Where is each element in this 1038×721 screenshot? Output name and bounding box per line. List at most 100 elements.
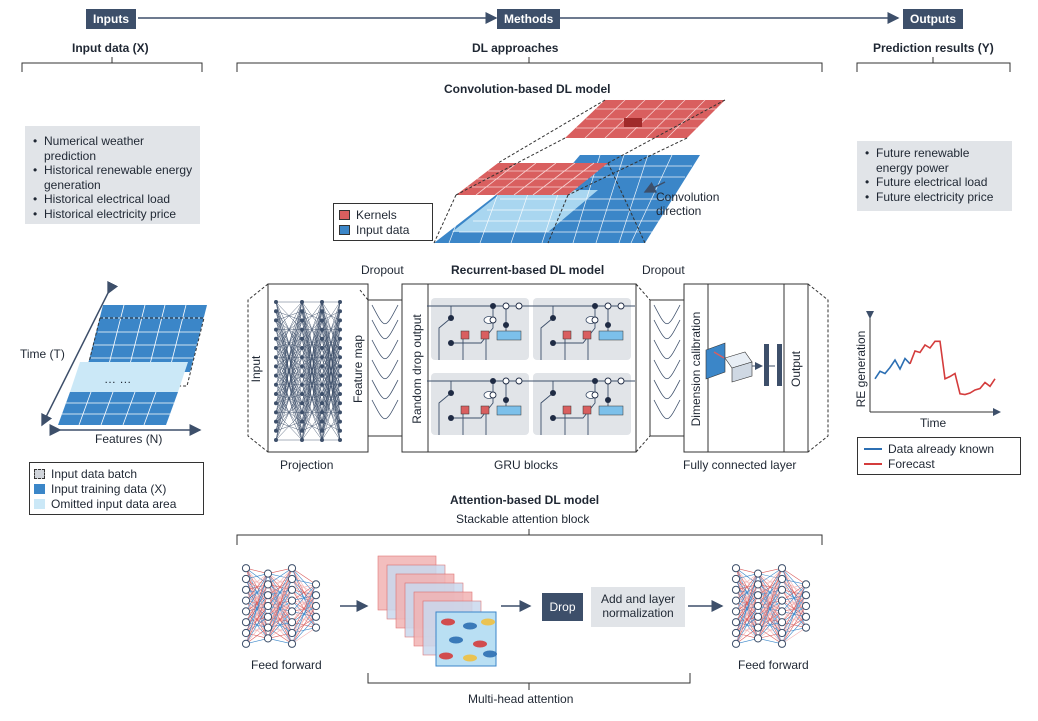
ff-node: [731, 639, 741, 648]
gru-gate: [460, 405, 470, 415]
drop-block: Drop: [542, 593, 583, 621]
ff-node: [753, 591, 763, 600]
output-bullet: Future renewable energy power: [864, 146, 1009, 175]
feed-forward-left-label: Feed forward: [251, 658, 322, 672]
input-vertical-label: Input: [249, 355, 263, 383]
projection-node: [320, 336, 324, 341]
feed-forward-right-network: [731, 564, 811, 648]
inputs-legend: Input data batch Input training data (X)…: [29, 462, 204, 515]
projection-node: [320, 382, 324, 387]
inputs-pill: Inputs: [86, 9, 136, 29]
projection-node: [274, 401, 278, 406]
projection-node: [320, 364, 324, 369]
projection-node: [338, 428, 342, 433]
projection-node: [338, 438, 342, 442]
ff-node: [777, 628, 787, 638]
projection-node: [300, 373, 304, 378]
ff-node: [777, 596, 787, 605]
ff-node: [777, 585, 787, 594]
ff-node: [753, 580, 763, 589]
inputs-bullets-box: Numerical weather prediction Historical …: [25, 126, 200, 224]
input-bullet: Numerical weather prediction: [32, 134, 197, 163]
projection-node: [300, 300, 304, 304]
projection-node: [300, 419, 304, 424]
gru-block: [427, 373, 533, 435]
fcl-label: Fully connected layer: [683, 458, 797, 472]
ff-node: [287, 564, 297, 573]
projection-node: [274, 336, 278, 341]
projection-node: [338, 346, 342, 350]
inputs-title: Input data (X): [72, 41, 149, 55]
projection-label: Projection: [280, 458, 334, 472]
random-drop-label: Random drop output: [410, 314, 424, 424]
legend-training: Input training data (X): [34, 481, 199, 496]
projection-node: [300, 346, 304, 350]
feed-forward-right-label: Feed forward: [738, 658, 809, 672]
outputs-pill: Outputs: [903, 9, 963, 29]
ff-node: [777, 574, 787, 584]
time-axis-label: Time (T): [20, 347, 65, 361]
projection-node: [274, 419, 278, 424]
ff-node: [263, 569, 273, 578]
projection-node: [274, 373, 278, 378]
projection-node: [300, 382, 304, 387]
projection-node: [320, 309, 324, 314]
projection-node: [320, 318, 324, 323]
outputs-bullet-list: Future renewable energy power Future ele…: [864, 146, 1009, 204]
ff-node: [801, 612, 811, 621]
ff-node: [801, 580, 811, 589]
output-bullet: Future electrical load: [864, 175, 1009, 190]
gru-gate: [562, 330, 572, 340]
projection-node: [320, 300, 324, 304]
input-bullet: Historical electricity price: [32, 207, 197, 222]
input-bullet: Historical electrical load: [32, 192, 197, 207]
projection-node: [320, 373, 324, 378]
output-legend: Data already known Forecast: [857, 437, 1021, 475]
dropout-lines: [371, 304, 681, 420]
ff-node: [777, 564, 787, 573]
recurrent-title: Recurrent-based DL model: [451, 263, 605, 277]
projection-node: [300, 318, 304, 323]
ff-node: [241, 618, 251, 627]
projection-node: [274, 428, 278, 433]
mha-label: Multi-head attention: [468, 692, 574, 706]
gru-blocks: [427, 298, 635, 435]
forecast-line-swatch: [864, 462, 882, 465]
dropout-right-label: Dropout: [642, 263, 685, 277]
legend-input-data: Input data: [339, 222, 427, 237]
ff-node: [753, 634, 763, 643]
projection-node: [274, 327, 278, 332]
output-bullet: Future electricity price: [864, 190, 1009, 205]
legend-omitted: Omitted input data area: [34, 496, 199, 511]
ff-node: [311, 612, 321, 621]
recurrent-illustration: [247, 283, 829, 453]
projection-node: [320, 419, 324, 424]
projection-node: [274, 318, 278, 323]
projection-node: [320, 438, 324, 442]
conv-title: Convolution-based DL model: [444, 82, 611, 96]
ff-node: [287, 628, 297, 638]
projection-node: [338, 336, 342, 341]
ff-node: [241, 564, 251, 573]
dropout-left-label: Dropout: [361, 263, 404, 277]
projection-node: [300, 428, 304, 433]
projection-node: [338, 309, 342, 314]
projection-node: [320, 355, 324, 360]
outputs-title: Prediction results (Y): [873, 41, 994, 55]
ff-node: [731, 585, 741, 594]
ff-node: [753, 623, 763, 632]
ff-node: [241, 628, 251, 638]
projection-node: [274, 309, 278, 314]
ff-node: [287, 574, 297, 584]
ff-node: [311, 623, 321, 632]
inputs-bullet-list: Numerical weather prediction Historical …: [32, 134, 197, 221]
gru-gate: [582, 330, 592, 340]
chart-xlabel: Time: [920, 416, 947, 430]
projection-node: [274, 410, 278, 415]
ff-node: [287, 585, 297, 594]
omitted-swatch: [34, 498, 45, 509]
feed-forward-left-network: [241, 564, 321, 648]
projection-node: [338, 382, 342, 387]
projection-node: [338, 410, 342, 415]
projection-node: [338, 364, 342, 369]
